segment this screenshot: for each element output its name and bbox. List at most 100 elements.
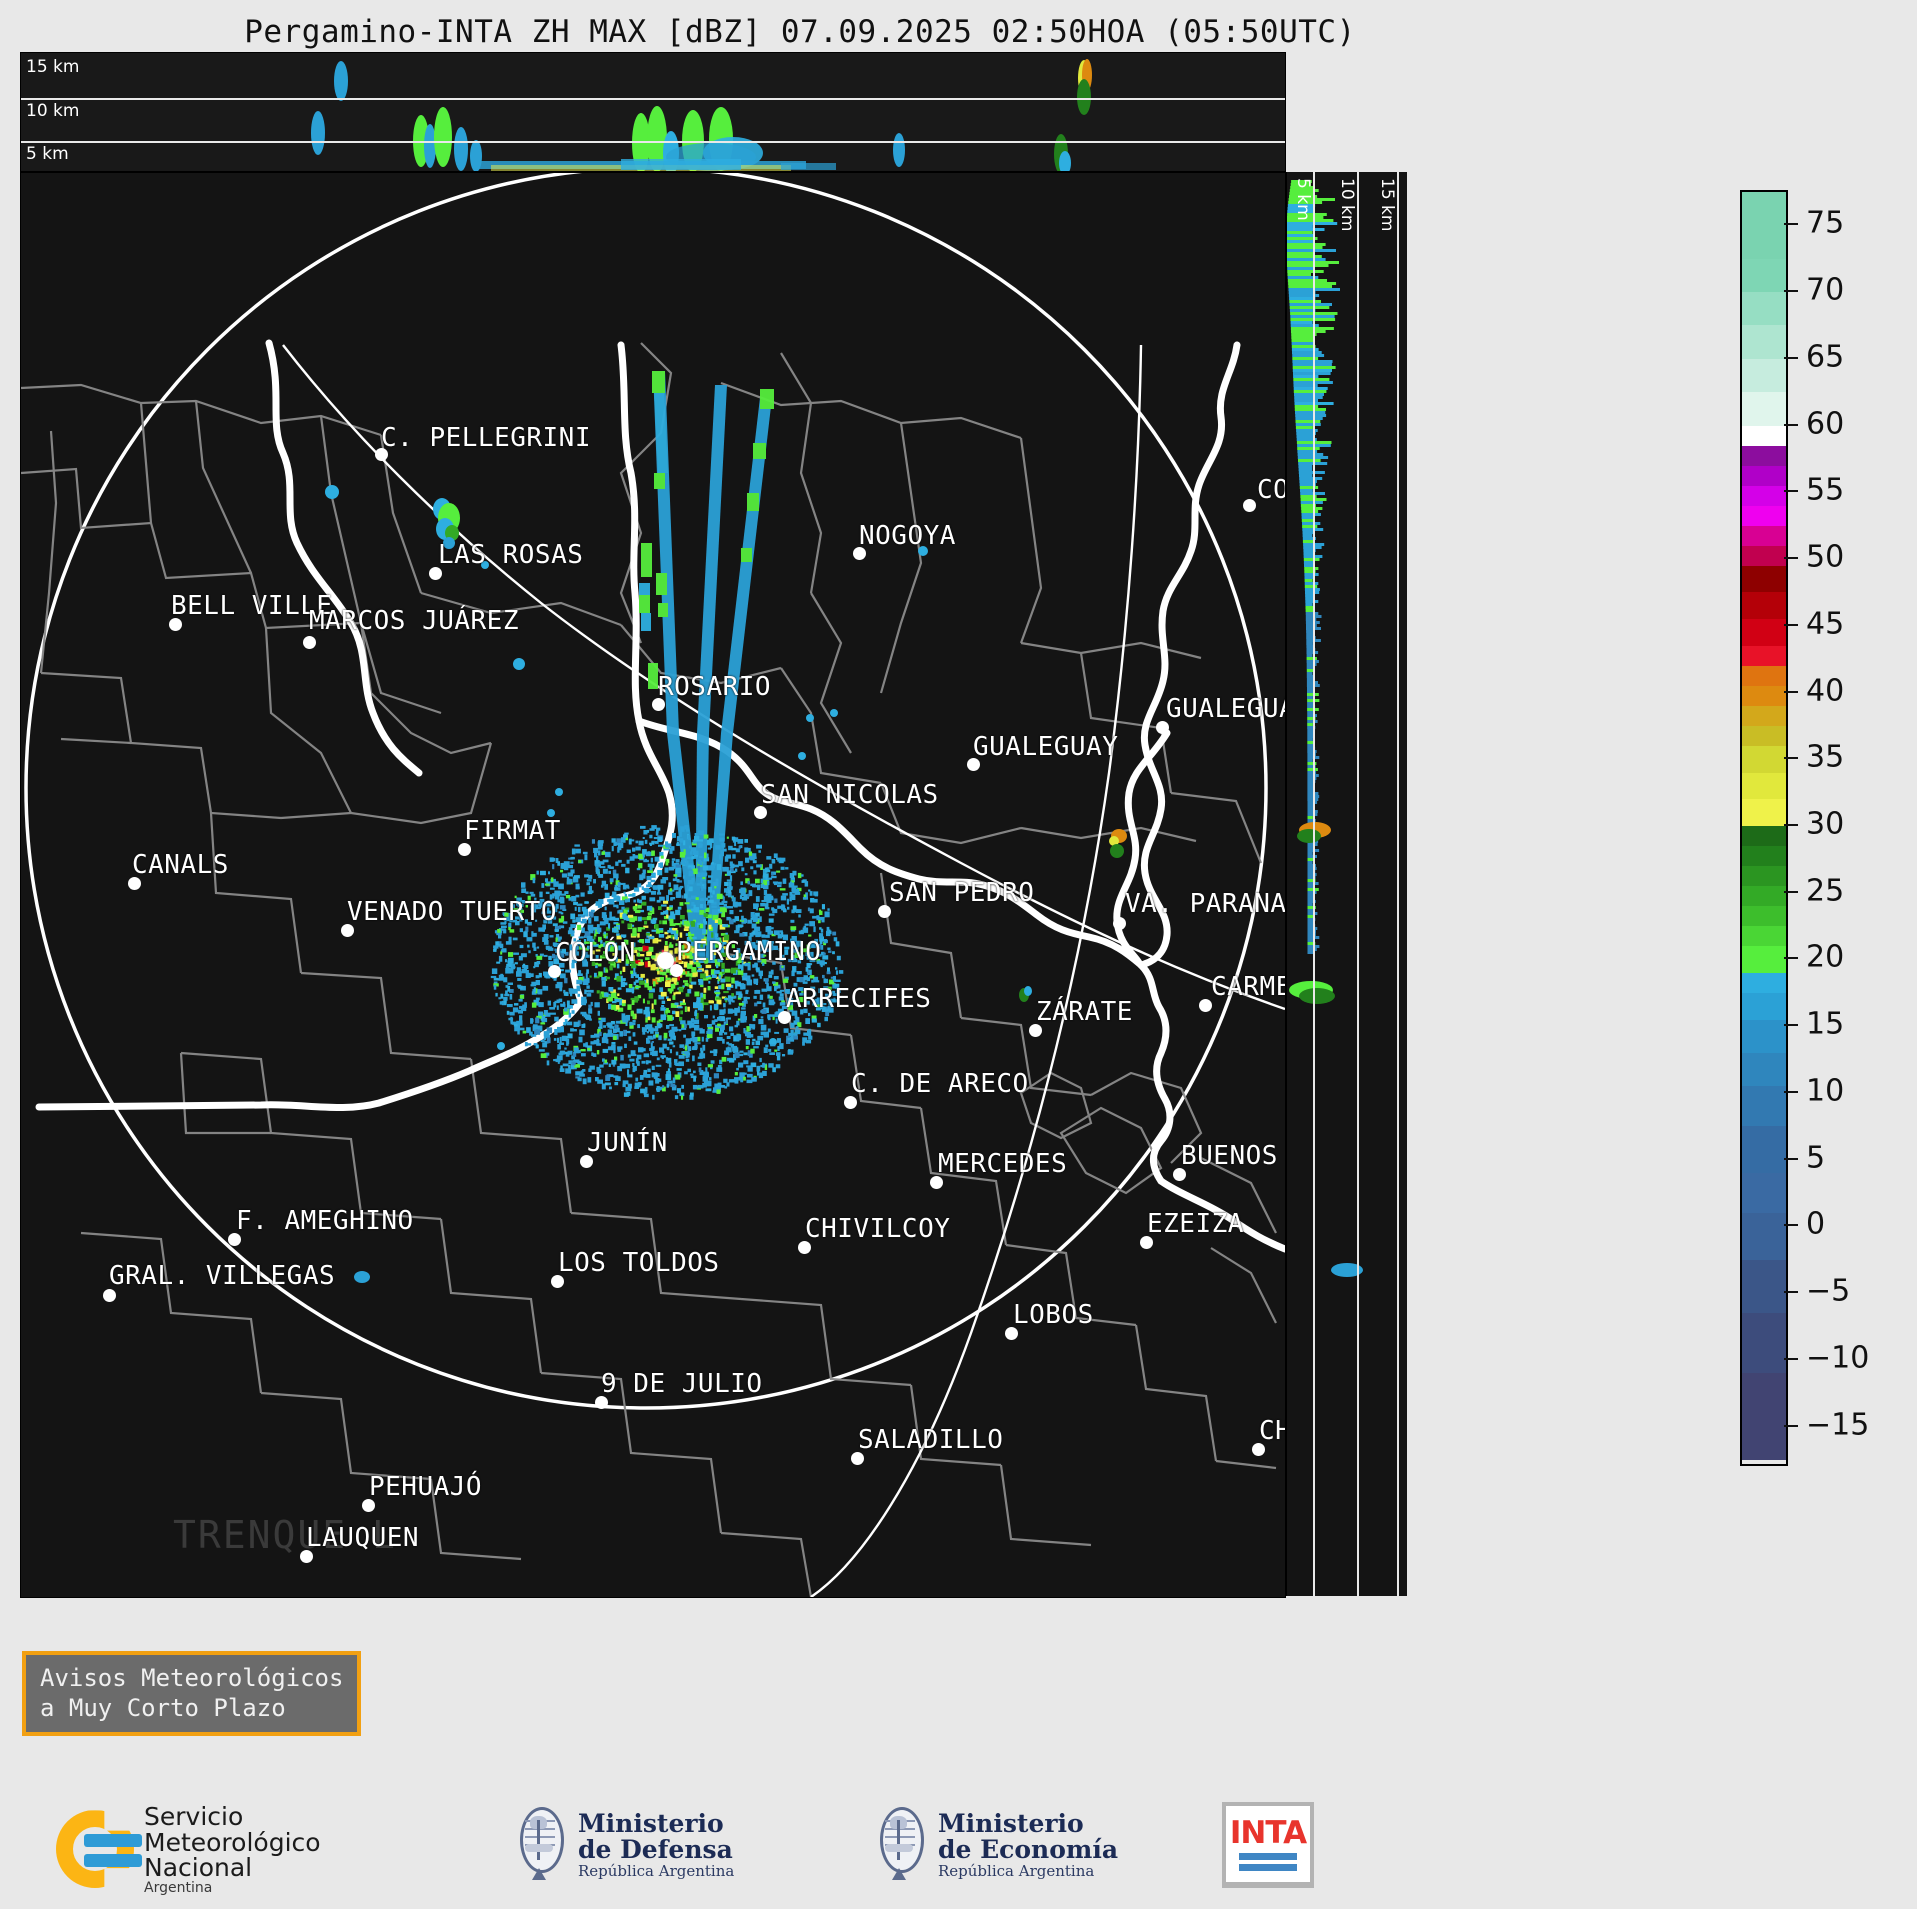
city-label: NOGOYA	[859, 521, 956, 551]
city-label: CANALS	[132, 850, 229, 880]
city-dot	[652, 698, 665, 711]
city-label: FIRMAT	[464, 816, 561, 846]
city-label: LAS ROSAS	[438, 540, 584, 570]
city-dot	[228, 1233, 241, 1246]
city-dot	[458, 843, 471, 856]
colorbar-band	[1742, 1313, 1786, 1374]
logo-inta: INTA	[1222, 1802, 1314, 1888]
colorbar-band	[1742, 619, 1786, 646]
city-label: GUALEGUAY	[973, 732, 1119, 762]
colorbar-tick	[1784, 1224, 1798, 1227]
radar-map[interactable]: TRENQUE L C. PELLEGRINI LAS ROSAS NOGOYA BE…	[20, 172, 1286, 1598]
gridline-5km	[21, 141, 1285, 143]
city-label: BUENOS A	[1181, 1141, 1278, 1171]
smn-line-1: Servicio	[144, 1802, 244, 1831]
city-label: VENADO TUERTO	[347, 897, 557, 927]
footer-logos: Servicio Meteorológico Nacional Argentin…	[0, 1790, 1917, 1909]
vstrip-label-10km: 10 km	[1337, 178, 1357, 232]
city-label: EZEIZA	[1147, 1209, 1244, 1239]
colorbar-band	[1742, 745, 1786, 773]
colorbar-band	[1742, 992, 1786, 1020]
colorbar-tick-label: 35	[1806, 739, 1845, 775]
city-label: COLÓN	[555, 938, 636, 968]
city-label: 9 DE JULIO	[601, 1369, 763, 1399]
colorbar-band	[1742, 1019, 1786, 1053]
colorbar-band	[1742, 192, 1786, 226]
city-label: PEHUAJÓ	[369, 1472, 483, 1502]
logo-smn: Servicio Meteorológico Nacional Argentin…	[56, 1804, 321, 1895]
city-dot	[429, 567, 442, 580]
city-dot	[878, 905, 891, 918]
warning-box[interactable]: Avisos Meteorológicos a Muy Corto Plazo	[22, 1651, 362, 1737]
colorbar-band	[1742, 1126, 1786, 1174]
city-label: MERCEDES	[938, 1149, 1068, 1179]
city-dot	[853, 547, 866, 560]
colorbar-tick-label: 50	[1806, 539, 1845, 575]
page-title: Pergamino-INTA ZH MAX [dBZ] 07.09.2025 0…	[244, 14, 1356, 50]
city-label: COLO	[1257, 475, 1285, 505]
colorbar-tick	[1784, 1424, 1798, 1427]
colorbar-tick	[1784, 1291, 1798, 1294]
colorbar-band	[1742, 1173, 1786, 1214]
colorbar-band	[1742, 1259, 1786, 1314]
inta-wordmark: INTA	[1229, 1814, 1307, 1851]
warning-line-1: Avisos Meteorológicos	[40, 1664, 344, 1692]
colorbar-band	[1742, 886, 1786, 907]
vstrip-label-15km: 15 km	[1377, 178, 1397, 232]
colorbar-band	[1742, 826, 1786, 847]
colorbar-tick	[1784, 1090, 1798, 1093]
city-label: CHIVILCOY	[805, 1214, 951, 1244]
vstrip-gridline-5km	[1313, 172, 1315, 1596]
colorbar-band	[1742, 946, 1786, 973]
city-dot	[595, 1396, 608, 1409]
city-dot	[967, 758, 980, 771]
city-dot	[103, 1289, 116, 1302]
warning-line-2: a Muy Corto Plazo	[40, 1694, 286, 1723]
defensa-line-2: de Defensa	[578, 1835, 733, 1865]
city-label: JUNÍN	[587, 1128, 668, 1158]
city-label: MARCOS JUÁREZ	[309, 606, 519, 636]
colorbar-band	[1742, 258, 1786, 293]
vstrip-echoes	[1287, 180, 1363, 1277]
colorbar-band	[1742, 1086, 1786, 1127]
city-dot	[1005, 1327, 1018, 1340]
colorbar-tick-label: 65	[1806, 339, 1845, 375]
colorbar-tick	[1784, 557, 1798, 560]
city-label: CHA	[1259, 1416, 1285, 1446]
colorbar-tick	[1784, 1024, 1798, 1027]
city-label: C. PELLEGRINI	[381, 423, 591, 453]
city-label: VA. PARANACI	[1125, 889, 1286, 919]
colorbar-band	[1742, 425, 1786, 446]
colorbar-band	[1742, 846, 1786, 867]
colorbar-tick-label: 55	[1806, 472, 1845, 508]
colorbar-tick	[1784, 890, 1798, 893]
colorbar-ticks: 75 70 65 60 55 50 45 40 35 30 25 20 15 10 5 0 −5 −10 −15	[1784, 190, 1904, 1462]
city-label: PERGAMINO	[676, 937, 822, 967]
vstrip-gridline-15km	[1397, 172, 1399, 1596]
colorbar-band	[1742, 906, 1786, 927]
city-dot	[1173, 1168, 1186, 1181]
city-label: F. AMEGHINO	[236, 1206, 414, 1236]
colorbar-tick-label: −5	[1806, 1273, 1851, 1309]
colorbar-band	[1742, 725, 1786, 746]
city-dot	[551, 1275, 564, 1288]
colorbar-tick-label: −15	[1806, 1407, 1870, 1443]
smn-line-4: Argentina	[144, 1879, 213, 1896]
city-dot	[300, 1550, 313, 1563]
xsec-label-5km: 5 km	[26, 144, 69, 164]
city-dot	[851, 1452, 864, 1465]
vstrip-label-5km: 5 km	[1293, 178, 1313, 221]
smn-mark-icon	[56, 1810, 142, 1889]
colorbar-tick-label: 15	[1806, 1006, 1845, 1042]
city-label: ARRECIFES	[786, 984, 932, 1014]
city-label: ROSARIO	[658, 672, 772, 702]
colorbar-band	[1742, 525, 1786, 546]
map-watermark: TRENQUE L	[173, 1513, 397, 1557]
colorbar	[1740, 190, 1788, 1466]
city-dot	[375, 448, 388, 461]
gridline-10km	[21, 98, 1285, 100]
colorbar-band	[1742, 292, 1786, 326]
city-label: LOS TOLDOS	[558, 1248, 720, 1278]
city-label: SAN PEDRO	[889, 878, 1035, 908]
colorbar-tick	[1784, 1157, 1798, 1160]
